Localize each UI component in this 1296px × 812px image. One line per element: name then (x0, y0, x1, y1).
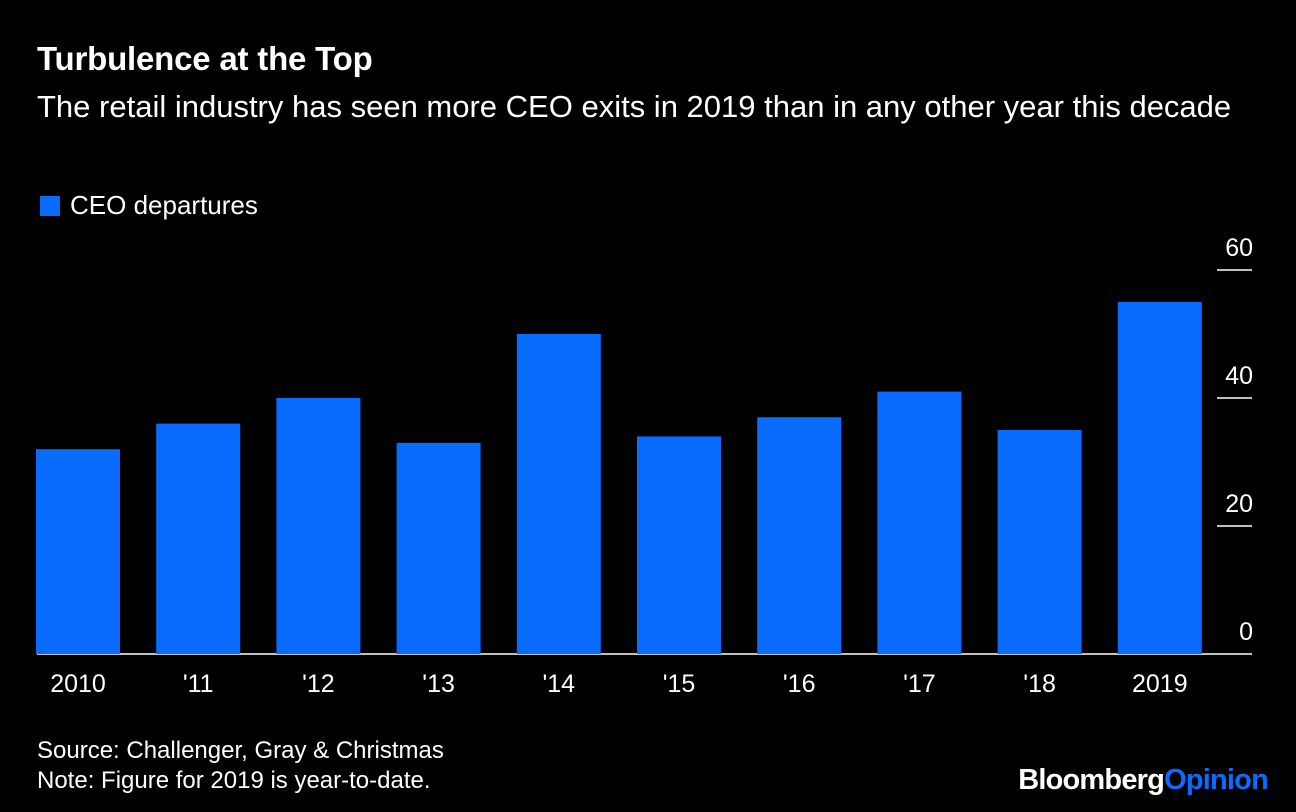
legend: CEO departures (40, 190, 258, 221)
bar-13 (396, 442, 481, 654)
x-tick-label: '18 (1023, 670, 1056, 698)
x-tick-label: '17 (903, 670, 936, 698)
x-tick-label: '12 (302, 670, 335, 698)
chart-title: Turbulence at the Top (37, 40, 373, 77)
axis-labels: 0 20 40 60 2010 '11 '12 '13 '14 '15 '16 '17 '18 2019 (50, 234, 1253, 698)
legend-swatch (40, 195, 60, 216)
bloomberg-opinion-logo: BloombergOpinion (1018, 764, 1269, 797)
y-tick-label: 0 (1239, 618, 1253, 646)
note-text: Note: Figure for 2019 is year-to-date. (37, 767, 431, 794)
x-tick-label: 2019 (1132, 670, 1188, 698)
bar-17 (877, 391, 962, 654)
bar-2010 (36, 449, 120, 654)
bar-11 (156, 423, 241, 654)
bars (36, 302, 1202, 654)
source-text: Source: Challenger, Gray & Christmas (37, 737, 444, 764)
bar-2019 (1117, 302, 1202, 654)
bar-14 (516, 334, 601, 654)
brand-opinion: Opinion (1164, 764, 1269, 796)
y-tick-label: 20 (1225, 490, 1253, 518)
x-tick-label: '14 (543, 670, 576, 698)
y-tick-label: 40 (1225, 362, 1253, 390)
x-tick-label: '11 (183, 670, 214, 698)
footer: Source: Challenger, Gray & Christmas Not… (37, 736, 444, 796)
x-tick-label: '15 (663, 670, 696, 698)
brand-bloomberg: Bloomberg (1018, 764, 1165, 796)
x-tick-label: '16 (783, 670, 816, 698)
bar-16 (757, 417, 842, 654)
y-tick-label: 60 (1225, 234, 1253, 262)
legend-label: CEO departures (70, 190, 258, 220)
chart-subtitle: The retail industry has seen more CEO ex… (37, 89, 1232, 124)
bar-18 (997, 430, 1082, 654)
x-tick-label: '13 (422, 670, 455, 698)
bar-12 (276, 398, 361, 654)
bar-15 (637, 436, 721, 654)
x-tick-label: 2010 (50, 670, 106, 698)
